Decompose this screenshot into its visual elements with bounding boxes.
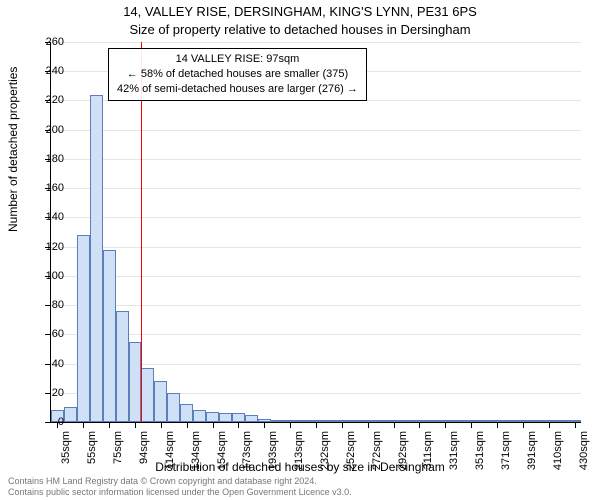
y-tick-label: 220 bbox=[24, 94, 64, 106]
y-tick-label: 180 bbox=[24, 153, 64, 165]
x-tick-label: 351sqm bbox=[474, 431, 486, 481]
x-tick-label: 371sqm bbox=[500, 431, 512, 481]
x-tick-label: 134sqm bbox=[190, 431, 202, 481]
annotation-line-1: 14 VALLEY RISE: 97sqm bbox=[117, 52, 358, 67]
annotation-line-3: 42% of semi-detached houses are larger (… bbox=[117, 82, 358, 97]
x-tick-label: 94sqm bbox=[138, 431, 150, 481]
bar bbox=[503, 420, 516, 422]
x-tick-label: 173sqm bbox=[241, 431, 253, 481]
x-tick-label: 252sqm bbox=[345, 431, 357, 481]
y-tick-label: 80 bbox=[24, 299, 64, 311]
y-tick-label: 160 bbox=[24, 182, 64, 194]
bar bbox=[348, 420, 361, 422]
bar bbox=[374, 420, 387, 422]
y-tick-label: 100 bbox=[24, 270, 64, 282]
bar bbox=[426, 420, 439, 422]
x-tick bbox=[83, 422, 84, 428]
bar bbox=[64, 407, 77, 422]
footer-line-2: Contains public sector information licen… bbox=[8, 487, 352, 498]
annotation-box: 14 VALLEY RISE: 97sqm ← 58% of detached … bbox=[108, 48, 367, 101]
bar bbox=[77, 235, 90, 422]
x-tick-label: 35sqm bbox=[60, 431, 72, 481]
x-tick-label: 55sqm bbox=[86, 431, 98, 481]
x-tick bbox=[445, 422, 446, 428]
x-tick bbox=[368, 422, 369, 428]
x-tick-label: 292sqm bbox=[397, 431, 409, 481]
bar bbox=[452, 420, 465, 422]
x-tick bbox=[238, 422, 239, 428]
bar bbox=[478, 420, 491, 422]
bar bbox=[271, 420, 284, 422]
bar bbox=[129, 342, 142, 422]
x-tick bbox=[109, 422, 110, 428]
chart-title: 14, VALLEY RISE, DERSINGHAM, KING'S LYNN… bbox=[0, 4, 600, 19]
bar bbox=[180, 404, 193, 422]
bar bbox=[154, 381, 167, 422]
x-tick-label: 232sqm bbox=[319, 431, 331, 481]
x-tick-label: 410sqm bbox=[552, 431, 564, 481]
y-tick-label: 40 bbox=[24, 358, 64, 370]
x-tick-label: 430sqm bbox=[578, 431, 590, 481]
bar bbox=[206, 412, 219, 422]
x-tick bbox=[471, 422, 472, 428]
bar bbox=[103, 250, 116, 422]
y-tick-label: 200 bbox=[24, 124, 64, 136]
annotation-line-2: ← 58% of detached houses are smaller (37… bbox=[117, 67, 358, 82]
x-tick bbox=[419, 422, 420, 428]
y-tick-label: 140 bbox=[24, 211, 64, 223]
bar bbox=[245, 415, 258, 422]
y-tick-label: 60 bbox=[24, 328, 64, 340]
y-tick-label: 0 bbox=[24, 416, 64, 428]
bar bbox=[141, 368, 154, 422]
x-tick bbox=[213, 422, 214, 428]
chart-subtitle: Size of property relative to detached ho… bbox=[0, 22, 600, 37]
x-tick bbox=[135, 422, 136, 428]
x-tick-label: 193sqm bbox=[267, 431, 279, 481]
x-tick-label: 311sqm bbox=[422, 431, 434, 481]
bar bbox=[90, 95, 103, 422]
x-tick-label: 154sqm bbox=[216, 431, 228, 481]
x-tick-label: 331sqm bbox=[448, 431, 460, 481]
bar bbox=[555, 420, 568, 422]
x-tick-label: 391sqm bbox=[526, 431, 538, 481]
x-tick bbox=[316, 422, 317, 428]
x-tick bbox=[549, 422, 550, 428]
x-tick bbox=[187, 422, 188, 428]
y-tick-label: 260 bbox=[24, 36, 64, 48]
x-tick bbox=[342, 422, 343, 428]
x-tick bbox=[264, 422, 265, 428]
bar bbox=[232, 413, 245, 422]
x-tick-label: 114sqm bbox=[164, 431, 176, 481]
bar bbox=[193, 410, 206, 422]
bar bbox=[167, 393, 180, 422]
x-tick bbox=[290, 422, 291, 428]
y-axis-label: Number of detached properties bbox=[6, 67, 20, 232]
y-tick-label: 240 bbox=[24, 65, 64, 77]
bar bbox=[297, 420, 310, 422]
x-tick bbox=[394, 422, 395, 428]
x-tick-label: 213sqm bbox=[293, 431, 305, 481]
histogram-chart: 14, VALLEY RISE, DERSINGHAM, KING'S LYNN… bbox=[0, 0, 600, 500]
x-tick-label: 75sqm bbox=[112, 431, 124, 481]
bar bbox=[116, 311, 129, 422]
y-tick-label: 20 bbox=[24, 387, 64, 399]
x-tick bbox=[497, 422, 498, 428]
bar bbox=[529, 420, 542, 422]
x-tick-label: 272sqm bbox=[371, 431, 383, 481]
y-tick-label: 120 bbox=[24, 241, 64, 253]
bar bbox=[400, 420, 413, 422]
x-tick bbox=[575, 422, 576, 428]
bar bbox=[219, 413, 232, 422]
x-tick bbox=[161, 422, 162, 428]
x-tick bbox=[523, 422, 524, 428]
bar bbox=[322, 420, 335, 422]
